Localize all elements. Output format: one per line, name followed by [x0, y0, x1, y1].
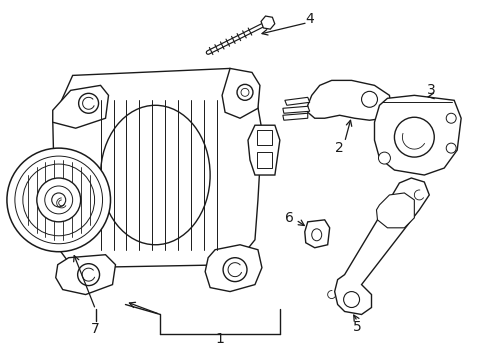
Polygon shape: [247, 125, 279, 175]
Polygon shape: [304, 220, 329, 248]
Circle shape: [446, 113, 455, 123]
Circle shape: [446, 143, 455, 153]
Polygon shape: [261, 16, 274, 29]
Polygon shape: [334, 178, 428, 315]
Text: 3: 3: [426, 84, 435, 97]
Circle shape: [237, 84, 252, 100]
Polygon shape: [256, 130, 271, 145]
Circle shape: [15, 156, 102, 244]
Text: 2: 2: [335, 141, 343, 155]
Text: 1: 1: [215, 332, 224, 346]
Circle shape: [23, 164, 94, 236]
Circle shape: [223, 258, 246, 282]
Polygon shape: [285, 97, 309, 105]
Polygon shape: [205, 245, 262, 292]
Text: 6: 6: [285, 211, 294, 225]
Circle shape: [78, 264, 100, 285]
Polygon shape: [222, 68, 260, 118]
Circle shape: [241, 88, 248, 96]
Text: 5: 5: [352, 320, 361, 334]
Circle shape: [45, 186, 73, 214]
Text: 7: 7: [91, 323, 100, 337]
Text: 4: 4: [305, 12, 313, 26]
Polygon shape: [56, 255, 115, 294]
Polygon shape: [256, 152, 271, 168]
Polygon shape: [374, 95, 460, 175]
Circle shape: [37, 178, 81, 222]
Circle shape: [394, 117, 433, 157]
Circle shape: [378, 152, 389, 164]
Ellipse shape: [311, 229, 321, 241]
Circle shape: [79, 93, 99, 113]
Polygon shape: [282, 106, 309, 113]
Circle shape: [52, 193, 65, 207]
Circle shape: [343, 292, 359, 307]
Circle shape: [7, 148, 110, 252]
Ellipse shape: [101, 105, 210, 245]
Polygon shape: [376, 193, 413, 228]
Polygon shape: [282, 113, 307, 120]
Polygon shape: [53, 85, 108, 128]
Circle shape: [361, 91, 377, 107]
Polygon shape: [307, 80, 390, 120]
Polygon shape: [53, 68, 262, 268]
